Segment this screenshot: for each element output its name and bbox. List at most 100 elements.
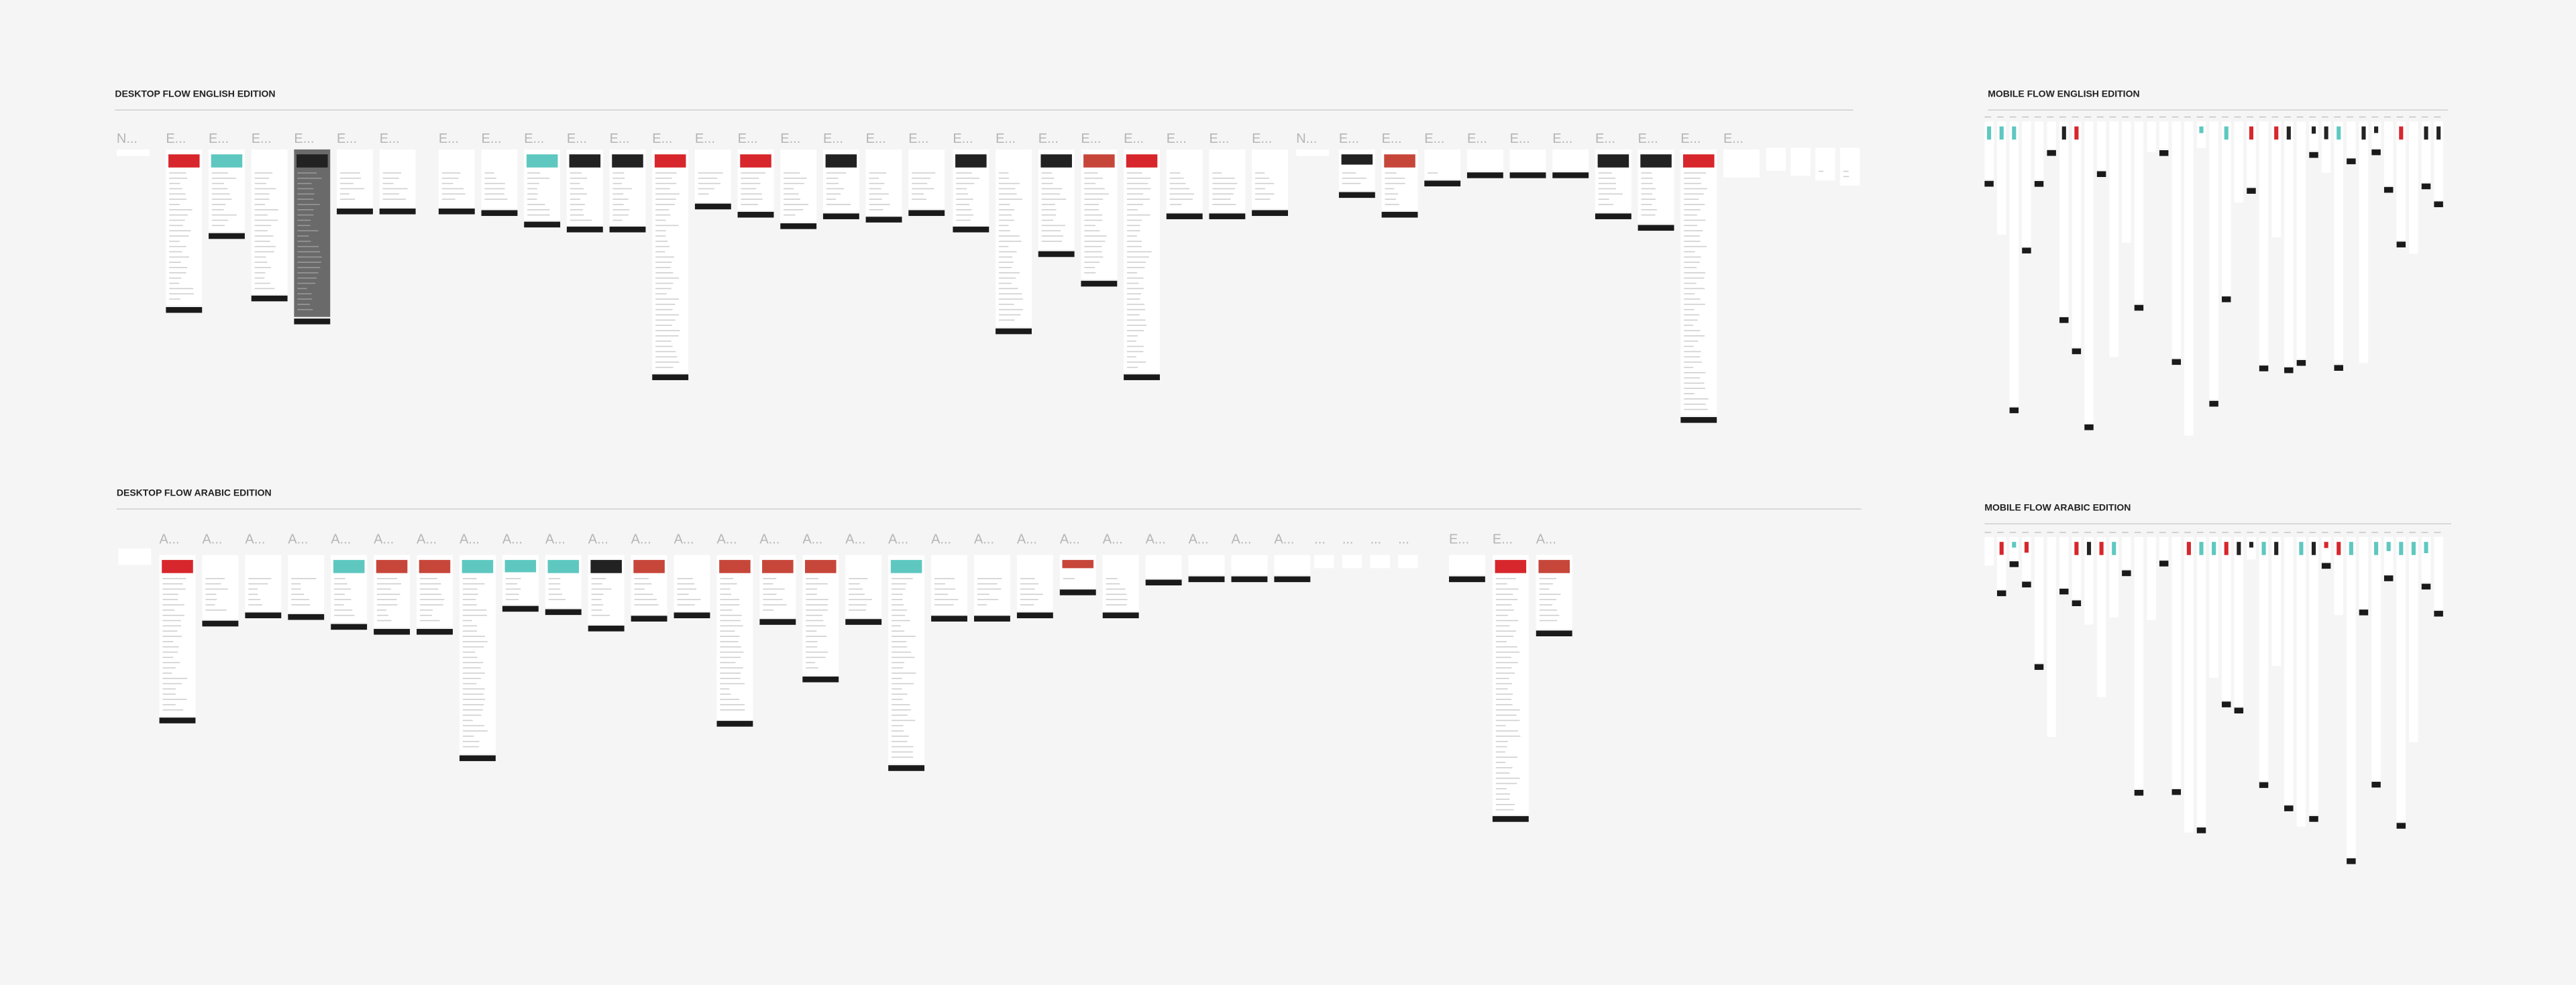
- artboard: [2396, 121, 2406, 247]
- artboard-content-line: [1684, 235, 1701, 237]
- artboard-content-line: [1598, 188, 1616, 190]
- artboard-content-line: [1684, 188, 1707, 190]
- artboard-content-line: [334, 614, 355, 616]
- artboard-content-line: [570, 177, 588, 179]
- artboard: [1274, 555, 1311, 583]
- artboard-content-line: [892, 709, 911, 711]
- artboard-content-line: [892, 588, 906, 590]
- artboard-content-line: [377, 588, 391, 590]
- artboard-content-line: [998, 298, 1023, 300]
- artboard-content-line: [162, 704, 176, 705]
- artboard-content-line: [527, 204, 545, 205]
- artboard-content-line: [1127, 308, 1146, 310]
- artboard-content-line: [720, 583, 737, 585]
- artboard-content-line: [169, 230, 191, 231]
- artboard-content-line: [1020, 578, 1035, 579]
- artboard-content-line: [248, 583, 268, 585]
- artboard-content-line: [1127, 277, 1144, 279]
- artboard-content-line: [254, 277, 265, 279]
- artboard-content-line: [1684, 377, 1700, 379]
- artboard-content-line: [1041, 188, 1063, 190]
- artboard-content-line: [1127, 225, 1140, 227]
- artboard-content-line: [892, 756, 914, 758]
- artboard-footer: [2072, 600, 2082, 606]
- artboard-content-line: [1041, 204, 1055, 205]
- artboard-content-line: [297, 298, 313, 300]
- artboard-hero: [2374, 542, 2379, 555]
- artboard: [2309, 536, 2318, 822]
- artboard-footer: [1449, 576, 1485, 583]
- artboard-footer: [888, 765, 925, 771]
- artboard-content-line: [1255, 198, 1271, 200]
- artboard-content-line: [1127, 209, 1138, 211]
- artboard-hero: [2074, 126, 2079, 140]
- artboard-content-line: [1684, 408, 1708, 410]
- artboard-content-line: [1127, 241, 1142, 242]
- artboard: [1166, 149, 1203, 219]
- artboard-content-line: [169, 288, 194, 290]
- artboard-content-line: [484, 172, 494, 174]
- artboard: [2084, 121, 2094, 430]
- artboard-content-line: [484, 177, 496, 179]
- artboard-footer: [251, 295, 288, 302]
- artboard-frame: [1274, 555, 1311, 575]
- artboard-frame: [2072, 121, 2082, 347]
- artboard-footer: [2334, 365, 2343, 371]
- artboard: [337, 149, 373, 215]
- artboard-content-line: [720, 604, 740, 605]
- artboard-hero: [955, 154, 987, 168]
- artboard-content-line: [462, 693, 484, 695]
- artboard-frame: [2196, 536, 2206, 826]
- artboard-footer: [2359, 610, 2369, 616]
- artboard-content-line: [1684, 314, 1700, 316]
- artboard-content-line: [1212, 204, 1236, 205]
- artboard-content-line: [677, 599, 701, 600]
- artboard: [2034, 121, 2044, 187]
- artboard-footer: [2072, 348, 2082, 355]
- artboard-content-line: [505, 583, 518, 585]
- artboard-content-line: [462, 662, 484, 664]
- artboard-hero: [1126, 154, 1158, 168]
- artboard-content-line: [419, 583, 441, 585]
- artboard: [2059, 536, 2069, 595]
- artboard-content-line: [297, 182, 312, 184]
- artboard-content-line: [254, 209, 279, 211]
- artboard-frame: [2434, 121, 2443, 200]
- artboard-content-line: [849, 599, 873, 600]
- artboard-frame: [2122, 121, 2131, 243]
- artboard-hero: [890, 560, 922, 573]
- artboard-content-line: [1495, 593, 1513, 595]
- artboard-content-line: [162, 630, 178, 632]
- artboard-content-line: [462, 719, 473, 721]
- artboard-content-line: [505, 588, 521, 590]
- artboard-content-line: [254, 198, 270, 200]
- artboard-content-line: [892, 677, 902, 679]
- artboard: [2084, 536, 2094, 625]
- artboard-content-line: [1495, 625, 1510, 627]
- artboard-footer: [288, 614, 325, 620]
- artboard-content-line: [655, 361, 680, 363]
- artboard-content-line: [1684, 335, 1705, 337]
- artboard: [166, 149, 203, 313]
- artboard-hero: [762, 560, 794, 573]
- artboard-content-line: [211, 172, 229, 174]
- artboard-content-line: [462, 604, 477, 605]
- artboard-content-line: [956, 182, 975, 184]
- artboard-content-line: [1127, 335, 1138, 337]
- artboard-hero: [2086, 542, 2092, 555]
- artboard-content-line: [254, 204, 266, 205]
- artboard-content-line: [462, 630, 477, 632]
- artboard-content-line: [1127, 214, 1150, 216]
- artboard-content-line: [527, 172, 541, 174]
- artboard-content-line: [419, 578, 437, 579]
- artboard-content-line: [1684, 277, 1705, 279]
- artboard-content-line: [377, 578, 398, 579]
- artboard-content-line: [1495, 646, 1517, 648]
- artboard-content-line: [169, 188, 182, 190]
- artboard-content-line: [1539, 610, 1558, 611]
- artboard-content-line: [1020, 583, 1039, 585]
- artboard-label: E...: [1081, 131, 1101, 146]
- artboard-footer: [865, 217, 902, 223]
- artboard-frame: [2296, 536, 2306, 827]
- artboard-hero: [2074, 542, 2079, 555]
